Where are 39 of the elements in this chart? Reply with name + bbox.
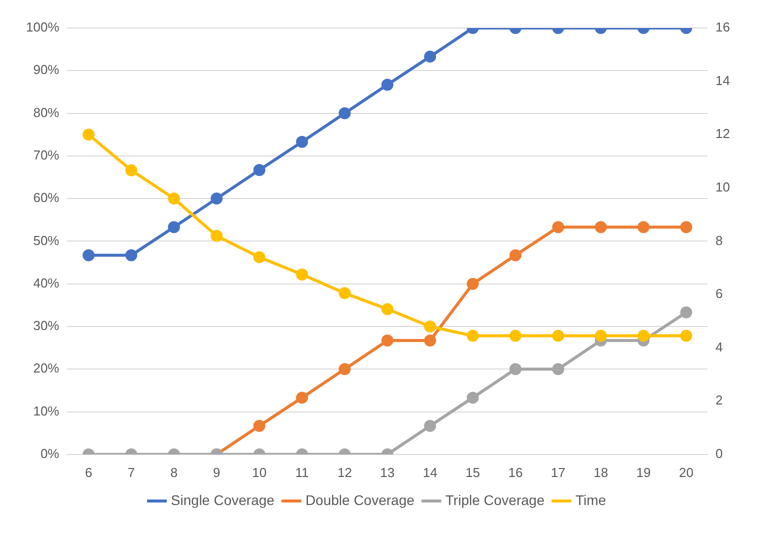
- y2-tick-label: 0: [716, 446, 723, 461]
- y2-tick-label: 10: [716, 179, 730, 194]
- y-tick-label: 100%: [26, 20, 60, 35]
- y2-tick-label: 12: [716, 126, 730, 142]
- x-tick-label: 10: [252, 464, 267, 480]
- x-tick-label: 19: [636, 464, 651, 480]
- x-tick-label: 20: [678, 464, 694, 480]
- x-tick-label: 15: [466, 464, 480, 480]
- x-tick-label: 17: [550, 464, 566, 480]
- x-tick-label: 9: [213, 464, 220, 480]
- y-tick-label: 40%: [33, 275, 60, 290]
- x-tick-label: 18: [594, 464, 608, 480]
- y2-tick-label: 14: [716, 72, 730, 88]
- legend-label: Single Coverage: [170, 492, 275, 508]
- legend-label: Triple Coverage: [445, 492, 545, 508]
- x-tick-label: 13: [380, 464, 395, 480]
- y-tick-label: 60%: [33, 190, 60, 206]
- y2-tick-label: 2: [716, 392, 723, 408]
- legend-label: Double Coverage: [305, 492, 415, 508]
- y-tick-label: 90%: [33, 62, 60, 78]
- x-tick-label: 12: [337, 464, 352, 480]
- x-tick-label: 14: [422, 464, 438, 480]
- x-tick-label: 11: [295, 464, 309, 480]
- x-tick-label: 7: [128, 464, 135, 480]
- y-tick-label: 30%: [33, 318, 60, 334]
- x-tick-label: 8: [170, 464, 178, 480]
- y2-tick-label: 8: [716, 232, 723, 248]
- y-tick-label: 20%: [33, 360, 60, 376]
- y2-tick-label: 16: [716, 20, 730, 35]
- y-tick-label: 0%: [40, 446, 60, 461]
- x-tick-label: 16: [508, 464, 523, 480]
- y-tick-label: 10%: [33, 403, 60, 418]
- y-tick-label: 80%: [33, 104, 60, 120]
- y2-tick-label: 4: [716, 339, 723, 354]
- y2-tick-label: 6: [716, 286, 723, 302]
- y-tick-label: 50%: [33, 232, 60, 248]
- y-tick-label: 70%: [33, 148, 60, 162]
- x-tick-label: 6: [84, 464, 92, 480]
- legend-label: Time: [575, 492, 606, 508]
